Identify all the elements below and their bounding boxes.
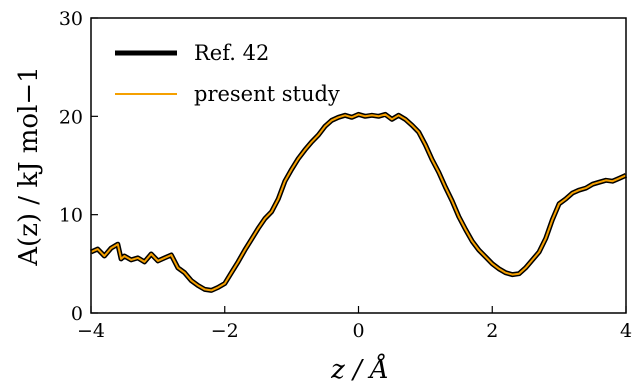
y-axis-label: A(z) / kJ mol−1 xyxy=(14,66,44,266)
x-tick-label: 2 xyxy=(486,320,498,342)
series-layer xyxy=(90,111,628,293)
ticks-layer: −4 −2 0 2 4 0 10 20 30 xyxy=(59,8,632,342)
y-tick-label: 10 xyxy=(59,205,83,227)
legend-label-ref42: Ref. 42 xyxy=(194,41,269,65)
x-tick-label: −2 xyxy=(211,320,239,342)
series-line-ref42 xyxy=(90,111,628,293)
y-tick-label: 0 xyxy=(71,303,83,325)
x-tick-label: 0 xyxy=(352,320,364,342)
legend-label-present-study: present study xyxy=(194,82,340,106)
series-line-present-study xyxy=(90,113,627,292)
x-axis-label: z / Å xyxy=(330,353,389,385)
x-tick-label: −4 xyxy=(77,320,105,342)
legend: Ref. 42 present study xyxy=(115,41,340,106)
y-tick-label: 30 xyxy=(59,8,83,30)
y-tick-label: 20 xyxy=(59,106,83,128)
plot-frame xyxy=(90,17,627,314)
x-tick-label: 4 xyxy=(620,320,632,342)
